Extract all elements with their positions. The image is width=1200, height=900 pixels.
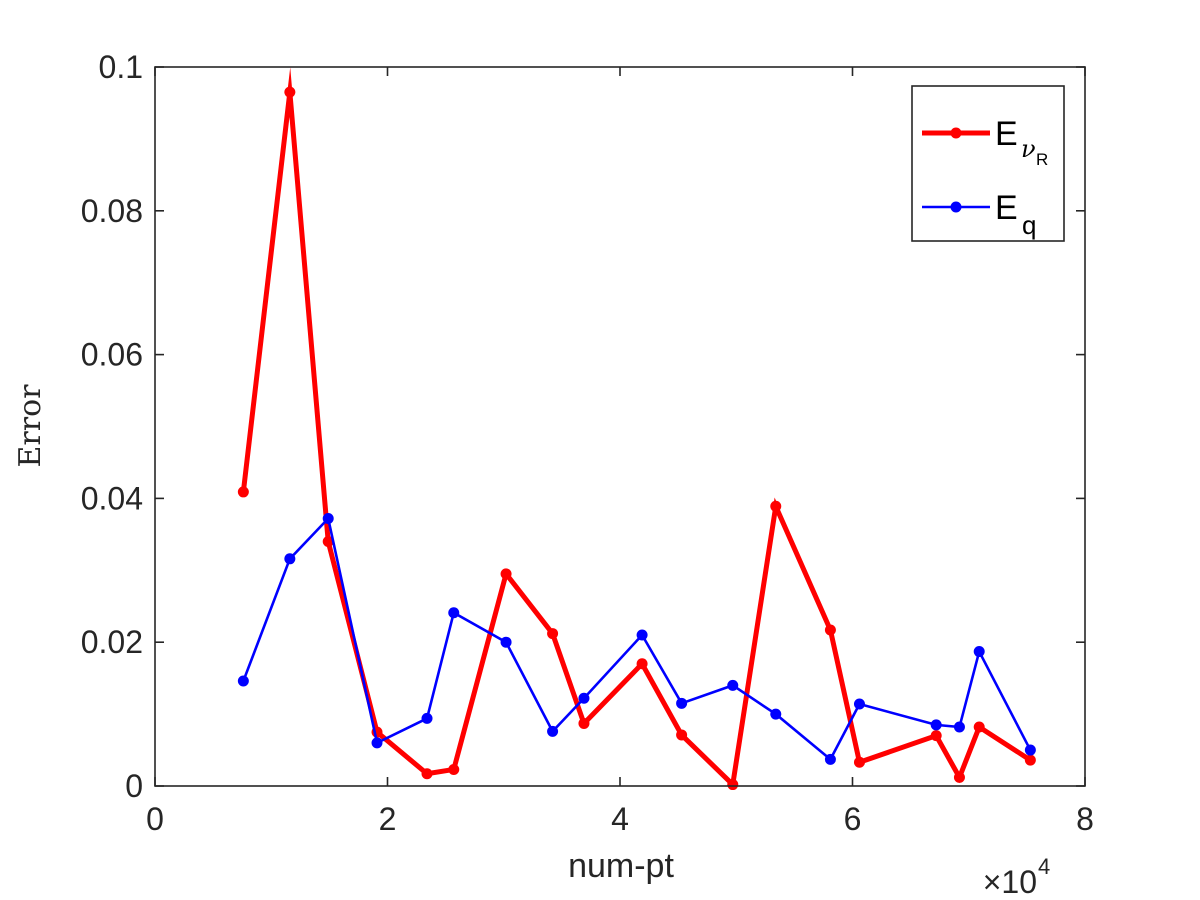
data-point [1024,744,1036,756]
legend-label-base: E [995,189,1018,227]
data-point [284,86,296,98]
data-point [322,513,334,525]
data-point [953,721,965,733]
legend-label-base: E [995,115,1018,153]
legend-box [911,85,1065,242]
y-tick-label: 0 [125,768,143,804]
y-axis-label: Error [13,384,48,468]
data-point [500,568,512,580]
data-point [284,553,296,565]
data-point [421,768,433,780]
data-point [421,712,433,724]
data-point [636,658,648,670]
y-tick-label: 0.1 [99,49,143,85]
legend-swatch-marker [950,127,962,139]
data-point [578,717,590,729]
x-tick-label: 4 [611,801,629,837]
data-point [371,737,383,749]
data-point [853,756,865,768]
data-point [973,646,985,658]
data-point [930,730,942,742]
x-multiplier-exponent: 4 [1038,854,1050,879]
y-tick-label: 0.04 [81,480,143,516]
legend-label-subscript: q [1022,210,1036,240]
x-tick-label: 0 [146,801,164,837]
x-axis-multiplier: ×10 4 [983,854,1051,900]
data-point [824,753,836,765]
data-point [676,697,688,709]
data-point [770,708,782,720]
series-e-nu-r [237,67,1036,791]
data-point [448,607,460,619]
y-tick-label: 0.02 [81,624,143,660]
data-point [322,536,334,548]
data-point [547,628,559,640]
data-point [853,698,865,710]
data-point [727,679,739,691]
plot-area [237,67,1036,791]
x-tick-label: 2 [379,801,397,837]
data-point [448,763,460,775]
data-point [237,486,249,498]
data-point [676,729,688,741]
data-point [770,500,782,512]
data-point [237,675,249,687]
x-tick-label: 6 [844,801,862,837]
axes: 0 2 4 6 8 0 0.02 0.04 0.06 0.08 0.1 [81,49,1094,837]
data-point [1024,754,1036,766]
data-point [500,636,512,648]
y-tick-label: 0.08 [81,193,143,229]
data-point [727,779,739,791]
data-point [578,692,590,704]
data-point [636,629,648,641]
x-multiplier-base: ×10 [983,864,1037,900]
data-point [824,624,836,636]
legend-label-subsubscript: R [1036,150,1048,169]
data-point [973,721,985,733]
series-e-q [237,513,1036,765]
y-tick-label: 0.06 [81,337,143,373]
x-axis-label: num-pt [568,847,674,885]
legend-swatch-marker [950,201,962,213]
data-point [547,725,559,737]
data-point [953,771,965,783]
x-tick-label: 8 [1076,801,1094,837]
legend-label-subscript: ν [1021,135,1036,163]
data-point [930,719,942,731]
